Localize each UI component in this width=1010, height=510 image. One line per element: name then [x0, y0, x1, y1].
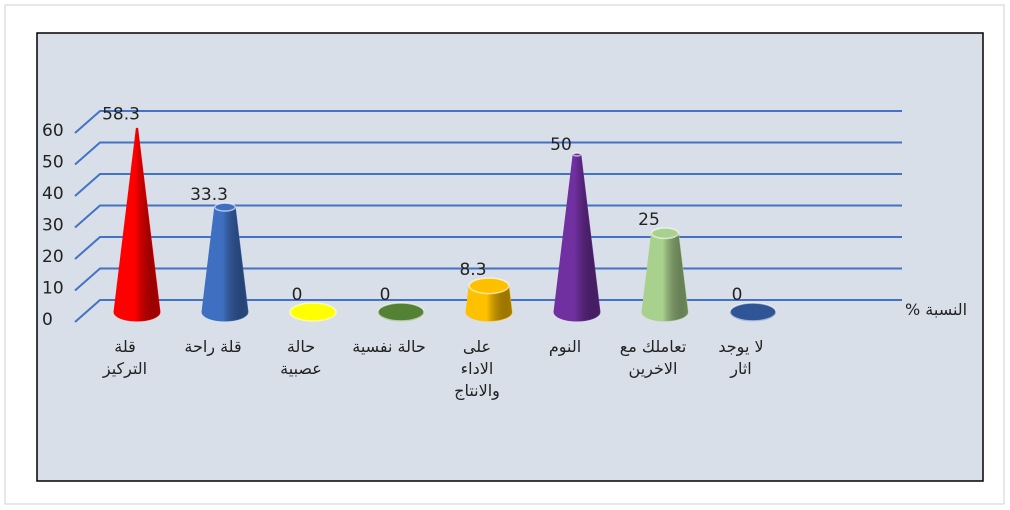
value-label: 33.3 [190, 185, 228, 205]
cone [641, 227, 689, 322]
cone-shade [466, 285, 512, 321]
cone [201, 202, 249, 322]
x-tick-label: قلة راحة [184, 337, 242, 356]
x-tick-label: لا يوجد اثار [718, 337, 764, 378]
plot-frame [36, 32, 984, 482]
cone [289, 302, 337, 322]
y-tick-label: 10 [42, 279, 64, 299]
value-label: 0 [380, 285, 391, 305]
y-axis-label: النسبة % [905, 300, 968, 319]
cone-shade [642, 233, 688, 321]
value-label: 0 [732, 285, 743, 305]
cone-top [572, 152, 582, 157]
value-label: 8.3 [459, 260, 486, 280]
grid-line [74, 204, 902, 229]
y-tick-label: 50 [42, 153, 64, 173]
cone [113, 127, 161, 322]
cone-top [214, 202, 236, 212]
x-tick-label: على الاداء والانتاج [454, 337, 500, 400]
cone-top [650, 227, 680, 240]
x-tick-label: تعاملك مع الاخرين [619, 337, 687, 378]
cone-top [377, 302, 425, 322]
cone [553, 152, 601, 322]
x-tick-label: قلة التركيز [102, 337, 148, 378]
value-label: 0 [292, 285, 303, 305]
cone [377, 302, 425, 322]
value-label: 50 [550, 135, 572, 155]
grid-line [74, 173, 902, 197]
y-tick-label: 0 [42, 310, 53, 330]
cone [729, 302, 777, 322]
cone-shade [114, 128, 160, 321]
value-label: 58.3 [102, 104, 140, 124]
grid-line [74, 299, 902, 323]
y-tick-label: 20 [42, 247, 64, 267]
cone-shade [202, 207, 248, 321]
grid-line [74, 267, 902, 292]
y-tick-label: 40 [42, 184, 64, 204]
cone-top [289, 302, 337, 322]
grid-line [74, 110, 902, 134]
x-tick-label: حالة عصبية [280, 337, 322, 378]
grid-line [74, 236, 902, 260]
cone-top [468, 277, 510, 295]
x-tick-label: حالة نفسية [352, 337, 426, 356]
cone-shade [554, 154, 600, 321]
value-label: 25 [638, 210, 660, 230]
grid-line [74, 141, 902, 166]
y-tick-label: 60 [42, 121, 64, 141]
y-tick-label: 30 [42, 216, 64, 236]
cone [465, 277, 513, 322]
cone-top [729, 302, 777, 322]
x-tick-label: النوم [548, 337, 582, 356]
